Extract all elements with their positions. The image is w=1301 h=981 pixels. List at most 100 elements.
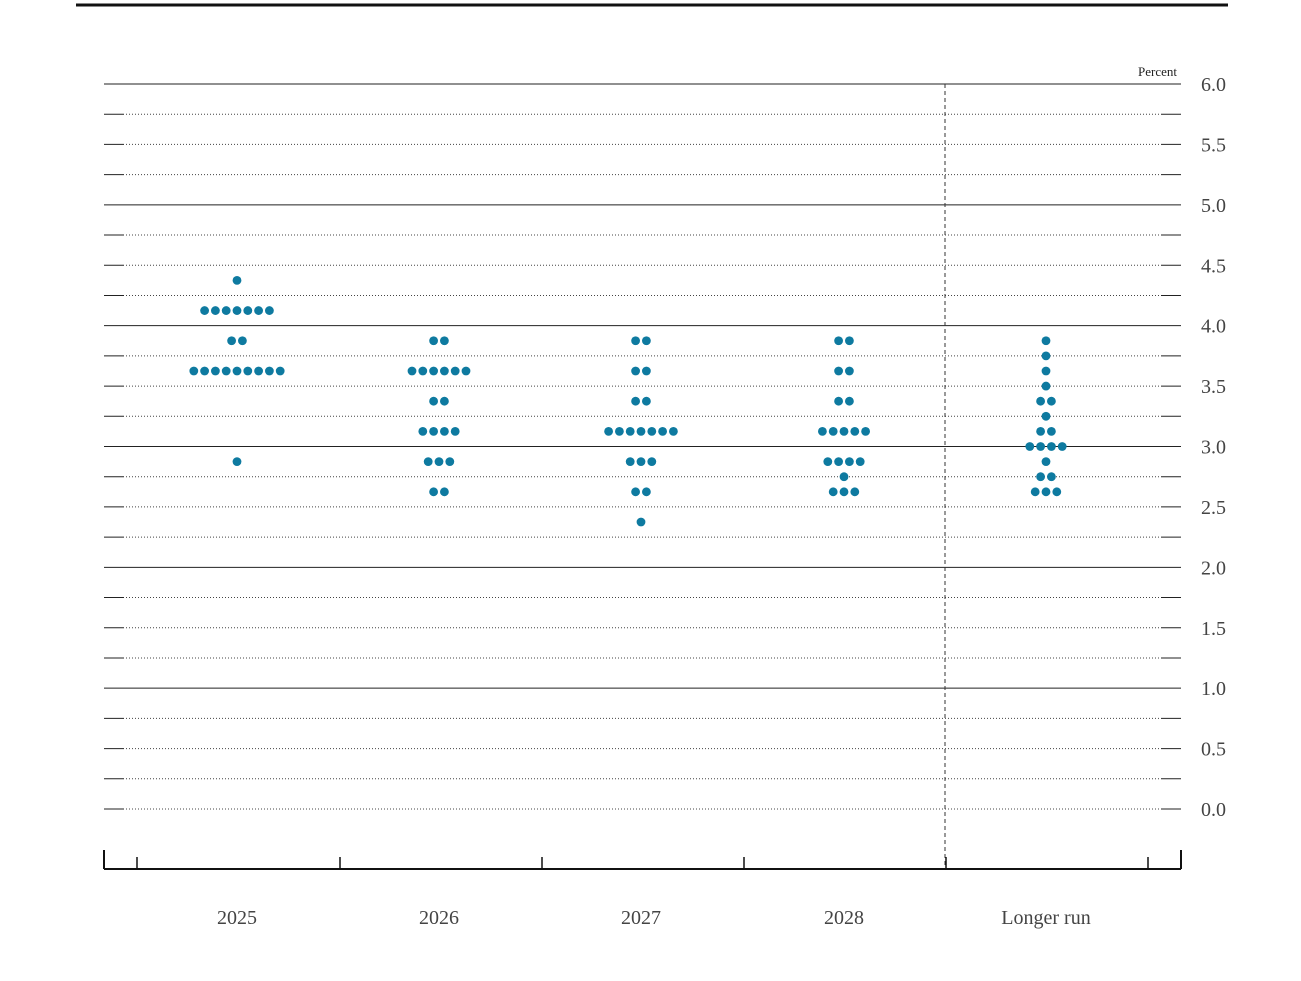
y-tick-label: 0.0 [1201,799,1226,821]
data-dot [636,426,646,436]
x-axis: 2025 2026 2027 2028 Longer run [103,850,1182,929]
data-dot [839,472,849,482]
data-dot [418,366,428,376]
data-dot [450,426,460,436]
data-dot [1041,457,1051,467]
data-dot [232,306,242,315]
x-category-label: 2027 [621,907,661,929]
y-tick-label: 1.0 [1201,678,1226,700]
data-dot [1041,381,1051,391]
data-dot [615,426,624,436]
data-dot [642,336,651,346]
data-dot [1025,442,1035,451]
data-dot [429,487,438,497]
data-dot [1041,336,1051,346]
data-dot [1047,426,1056,436]
data-dot [861,426,870,436]
y-tick-label: 2.5 [1201,497,1226,519]
data-dot [429,366,438,376]
data-dot [232,366,242,376]
data-dot [265,366,274,376]
data-dot [818,426,827,436]
data-dot [845,457,854,467]
data-dot [200,306,210,315]
data-dot [839,487,849,497]
data-dot [850,426,860,436]
data-dot [232,275,242,285]
data-dot [631,487,640,497]
data-dot [450,366,460,376]
data-dot [845,396,854,406]
data-dot [407,366,417,376]
data-dot [839,426,849,436]
data-dot [1041,351,1051,361]
y-axis: 0.0 0.5 1.0 1.5 2.0 2.5 3.0 3.5 4.0 4.5 5.0 5.5 6.0 [1201,74,1226,821]
data-dot [1041,366,1051,376]
data-dot [636,517,646,527]
data-dot [845,336,854,346]
data-dot [440,487,449,497]
data-dot [850,487,860,497]
data-dot [232,457,242,467]
data-dot [828,487,838,497]
data-dot [243,366,253,376]
data-dot [265,306,274,315]
y-tick-label: 0.5 [1201,739,1226,761]
data-dot [254,366,263,376]
data-dot [238,336,247,346]
x-category-label: Longer run [1001,907,1090,929]
data-dot [1036,396,1045,406]
data-dot [243,306,253,315]
data-dot [189,366,199,376]
data-dot [625,457,635,467]
data-dot [429,396,438,406]
data-dot [636,457,646,467]
data-dot [631,336,640,346]
data-dot [834,457,843,467]
dots-layer [189,275,1067,527]
data-dot [254,306,263,315]
data-dot [834,336,843,346]
data-dot [855,457,865,467]
y-unit-label: Percent [1138,64,1177,79]
data-dot [1036,442,1045,451]
y-tick-label: 4.0 [1201,316,1226,338]
y-tick-label: 2.0 [1201,557,1226,579]
data-dot [434,457,444,467]
data-dot [211,366,220,376]
data-dot [1036,472,1045,482]
data-dot [823,457,833,467]
data-dot [221,306,231,315]
data-dot [1041,487,1051,497]
data-dot [834,366,843,376]
data-dot [200,366,210,376]
data-dot [625,426,635,436]
data-dot [1047,442,1056,451]
data-dot [221,366,231,376]
data-dot [604,426,613,436]
y-tick-label: 6.0 [1201,74,1226,96]
data-dot [834,396,843,406]
y-tick-label: 3.0 [1201,437,1226,459]
data-dot [211,306,220,315]
y-tick-label: 3.5 [1201,376,1226,398]
data-dot [1036,426,1045,436]
x-category-label: 2025 [217,907,257,929]
data-dot [440,366,449,376]
data-dot [429,426,438,436]
data-dot [647,457,657,467]
data-dot [1057,442,1067,451]
data-dot [429,336,438,346]
data-dot [658,426,667,436]
data-dot [275,366,285,376]
x-category-label: 2028 [824,907,864,929]
data-dot [445,457,455,467]
y-tick-label: 1.5 [1201,618,1226,640]
data-dot [642,487,651,497]
data-dot [1030,487,1040,497]
gridlines [104,83,1181,810]
data-dot [669,426,678,436]
y-tick-label: 5.5 [1201,134,1226,156]
y-tick-label: 5.0 [1201,195,1226,217]
